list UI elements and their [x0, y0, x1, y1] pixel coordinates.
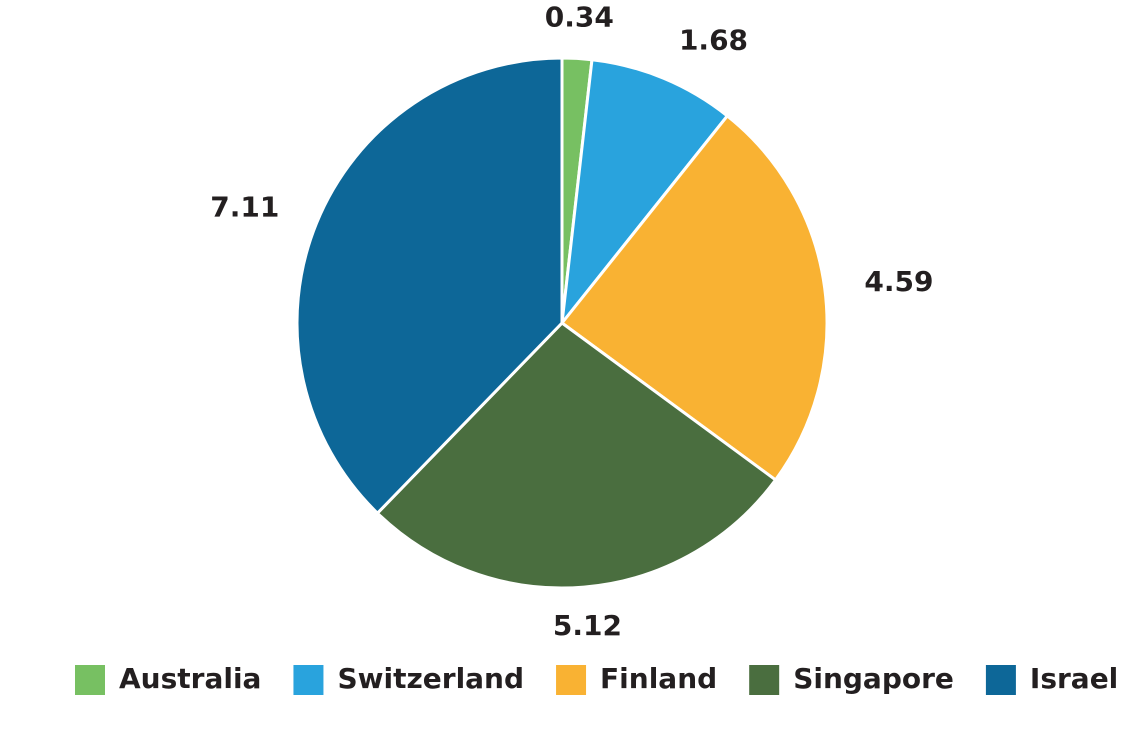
legend-swatch [556, 665, 587, 695]
legend-swatch [293, 665, 324, 695]
legend-swatch [749, 665, 780, 695]
data-label: 1.68 [679, 23, 748, 56]
legend-swatch [985, 665, 1016, 695]
legend-label: Israel [1030, 662, 1118, 695]
legend-label: Finland [600, 662, 717, 695]
data-label: 7.11 [210, 190, 279, 223]
legend-label: Switzerland [337, 662, 524, 695]
legend-swatch [75, 665, 105, 695]
pie-slice [559, 113, 829, 483]
legend-label: Singapore [793, 662, 954, 695]
data-label: 4.59 [864, 265, 933, 298]
pie-slice [559, 58, 730, 329]
data-label: 5.12 [553, 609, 622, 642]
pie-slice [375, 321, 778, 590]
legend-label: Australia [119, 662, 261, 695]
data-label: 0.34 [545, 0, 614, 33]
pie-slice [295, 56, 564, 516]
